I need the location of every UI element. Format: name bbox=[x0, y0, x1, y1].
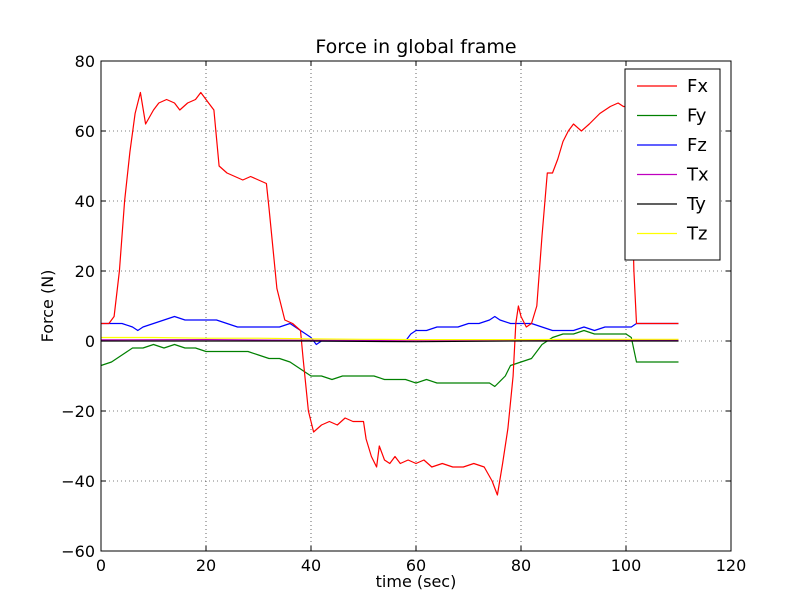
legend-label-fy: Fy bbox=[687, 106, 707, 127]
x-tick-label: 20 bbox=[196, 556, 216, 575]
series-line-fx bbox=[101, 91, 679, 496]
legend-label-fz: Fz bbox=[687, 135, 707, 156]
y-axis-label: Force (N) bbox=[38, 270, 57, 343]
series-line-fy bbox=[100, 329, 679, 388]
x-tick-label: 120 bbox=[716, 556, 747, 575]
y-tick-label: 80 bbox=[75, 52, 95, 71]
x-axis-label: time (sec) bbox=[376, 572, 457, 591]
x-tick-label: 40 bbox=[301, 556, 321, 575]
x-tick-label: 80 bbox=[511, 556, 531, 575]
series-line-ty bbox=[101, 340, 679, 343]
y-tick-label: 20 bbox=[75, 262, 95, 281]
y-tick-label: 40 bbox=[75, 192, 95, 211]
legend: Fx Fy Fz Tx Ty Tz bbox=[624, 68, 721, 261]
x-tick-label: 100 bbox=[611, 556, 642, 575]
ticks: 0 20 40 60 80 100 120 −60 −40 −20 0 20 40 60 80 bbox=[61, 52, 746, 575]
series-line-tz bbox=[101, 336, 679, 341]
legend-label-fx: Fx bbox=[687, 76, 708, 97]
legend-label-tz: Tz bbox=[686, 224, 707, 245]
legend-box bbox=[624, 68, 721, 261]
y-tick-label: 0 bbox=[85, 332, 95, 351]
chart-title: Force in global frame bbox=[315, 36, 516, 58]
y-tick-label: −60 bbox=[61, 542, 95, 561]
x-tick-label: 60 bbox=[406, 556, 426, 575]
y-tick-label: −20 bbox=[61, 402, 95, 421]
y-tick-label: −40 bbox=[61, 472, 95, 491]
legend-label-ty: Ty bbox=[686, 194, 706, 215]
x-tick-label: 0 bbox=[96, 556, 106, 575]
series-layer bbox=[100, 91, 679, 496]
legend-label-tx: Tx bbox=[686, 165, 709, 186]
y-tick-label: 60 bbox=[75, 122, 95, 141]
